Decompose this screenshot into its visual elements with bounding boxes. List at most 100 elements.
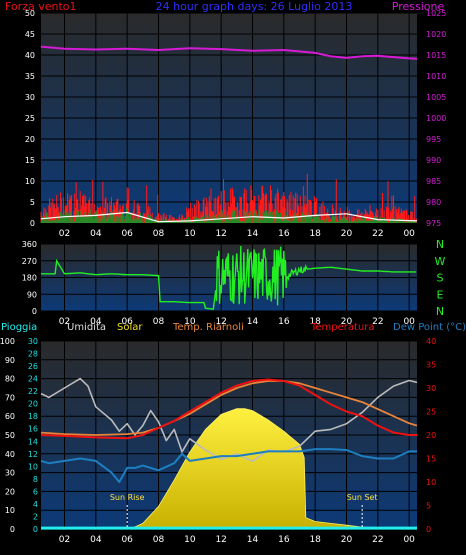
direction-x-tick-label: 18 — [309, 317, 321, 327]
wind-y-tick-label: 10 — [25, 177, 35, 186]
temperature-y-tick-label: 20 — [426, 431, 436, 440]
wind-x-tick-label: 00 — [403, 229, 415, 239]
temperature-y-tick-label: 30 — [426, 384, 436, 393]
wind-y-tick-label: 40 — [25, 51, 35, 60]
rain-y-tick-label: 20 — [28, 400, 38, 409]
temperature-y-tick-label: 25 — [426, 408, 436, 417]
solar-legend-label: Solar — [117, 322, 143, 333]
weather-x-tick-label: 16 — [278, 535, 290, 545]
direction-cardinal-label: S — [437, 272, 444, 285]
weather-left-y-tick-label: 10 — [5, 506, 15, 515]
weather-left-y-tick-label: 100 — [0, 337, 15, 346]
weather-x-tick-label: 04 — [90, 535, 102, 545]
rain-y-tick-label: 22 — [28, 387, 38, 396]
weather-x-tick-label: 12 — [215, 535, 226, 545]
wind-x-tick-label: 10 — [184, 229, 196, 239]
weather-left-y-tick-label: 60 — [5, 412, 15, 421]
weather-x-tick-label: 06 — [121, 535, 133, 545]
direction-x-tick-label: 12 — [215, 317, 226, 327]
pressure-y-tick-label: 995 — [426, 135, 441, 144]
rain-y-tick-label: 16 — [28, 425, 38, 434]
rain-y-tick-label: 18 — [28, 412, 38, 421]
direction-x-tick-label: 22 — [372, 317, 383, 327]
pressure-y-tick-label: 1000 — [426, 114, 446, 123]
rain-y-tick-label: 10 — [28, 462, 38, 471]
wind-x-tick-label: 04 — [90, 229, 102, 239]
weather-x-tick-label: 10 — [184, 535, 196, 545]
weather-x-tick-label: 00 — [403, 535, 415, 545]
rain-y-tick-label: 4 — [33, 500, 38, 509]
direction-y-tick-label: 360 — [22, 240, 37, 249]
dew-point-legend-label: Dew Point (°C) — [393, 322, 466, 333]
wind-y-tick-label: 0 — [30, 219, 35, 228]
wind-y-tick-label: 30 — [25, 93, 35, 102]
temperature-y-tick-label: 10 — [426, 478, 436, 487]
rain-y-tick-label: 6 — [33, 487, 38, 496]
wind-x-tick-label: 02 — [59, 229, 70, 239]
rain-y-tick-label: 12 — [28, 450, 38, 459]
temperature-y-tick-label: 35 — [426, 361, 436, 370]
humidity-series — [40, 377, 418, 463]
weather-left-y-tick-label: 20 — [5, 487, 15, 496]
direction-cardinal-label: N — [436, 305, 444, 318]
direction-cardinal-label: E — [437, 288, 444, 301]
wind-y-tick-label: 50 — [25, 9, 35, 18]
temperature-y-tick-label: 40 — [426, 337, 436, 346]
direction-x-tick-label: 16 — [278, 317, 290, 327]
dew-point-series — [40, 448, 417, 483]
wind-average-series — [40, 211, 418, 223]
pressure-y-tick-label: 1020 — [426, 30, 446, 39]
wind-x-tick-label: 08 — [153, 229, 165, 239]
pressure-y-tick-label: 1025 — [426, 9, 446, 18]
rain-y-tick-label: 14 — [28, 437, 38, 446]
wind-x-tick-label: 18 — [309, 229, 321, 239]
pressure-y-tick-label: 985 — [426, 177, 441, 186]
weather-x-tick-label: 18 — [309, 535, 321, 545]
weather-left-y-tick-label: 40 — [5, 450, 15, 459]
rain-y-tick-label: 28 — [28, 350, 38, 359]
indoor-temperature-series — [40, 380, 418, 436]
pressure-y-tick-label: 1015 — [426, 51, 446, 60]
direction-cardinal-label: N — [436, 238, 444, 251]
sun-set-label: Sun Set — [347, 493, 378, 502]
rain-legend-label: Pioggia — [1, 322, 37, 333]
rain-y-tick-label: 26 — [28, 362, 38, 371]
direction-y-tick-label: 0 — [32, 307, 37, 316]
wind-x-tick-label: 22 — [372, 229, 383, 239]
wind-y-tick-label: 25 — [25, 114, 35, 123]
rain-y-tick-label: 30 — [28, 337, 38, 346]
weather-left-y-tick-label: 0 — [10, 525, 15, 534]
rain-y-tick-label: 8 — [33, 475, 38, 484]
wind-y-tick-label: 20 — [25, 135, 35, 144]
sun-rise-label: Sun Rise — [110, 493, 145, 502]
wind-direction-series — [41, 245, 417, 310]
weather-x-tick-label: 08 — [153, 535, 165, 545]
weather-left-y-tick-label: 80 — [5, 375, 15, 384]
wind-x-tick-label: 12 — [215, 229, 226, 239]
weather-left-y-tick-label: 70 — [5, 393, 15, 402]
temperature-y-tick-label: 5 — [426, 502, 431, 511]
weather-x-tick-label: 14 — [247, 535, 259, 545]
wind-y-tick-label: 45 — [25, 30, 35, 39]
wind-y-tick-label: 35 — [25, 72, 35, 81]
wind-x-tick-label: 16 — [278, 229, 290, 239]
wind-x-tick-label: 14 — [247, 229, 259, 239]
direction-x-tick-label: 08 — [153, 317, 165, 327]
wind-x-tick-label: 20 — [341, 229, 353, 239]
pressure-y-tick-label: 1010 — [426, 72, 446, 81]
pressure-y-tick-label: 990 — [426, 156, 441, 165]
direction-x-tick-label: 04 — [90, 317, 102, 327]
temperature-y-tick-label: 15 — [426, 455, 436, 464]
direction-y-tick-label: 90 — [27, 290, 37, 299]
rain-y-tick-label: 0 — [33, 525, 38, 534]
direction-x-tick-label: 02 — [59, 317, 70, 327]
temperature-legend-label: Temperatura — [310, 322, 375, 333]
humidity-legend-label: Umidita — [67, 322, 106, 333]
solar-series — [41, 408, 418, 530]
direction-x-tick-label: 14 — [247, 317, 259, 327]
direction-x-tick-label: 20 — [341, 317, 353, 327]
weather-left-y-tick-label: 90 — [5, 356, 15, 365]
wind-y-tick-label: 15 — [25, 156, 35, 165]
pressure-series — [40, 45, 418, 60]
